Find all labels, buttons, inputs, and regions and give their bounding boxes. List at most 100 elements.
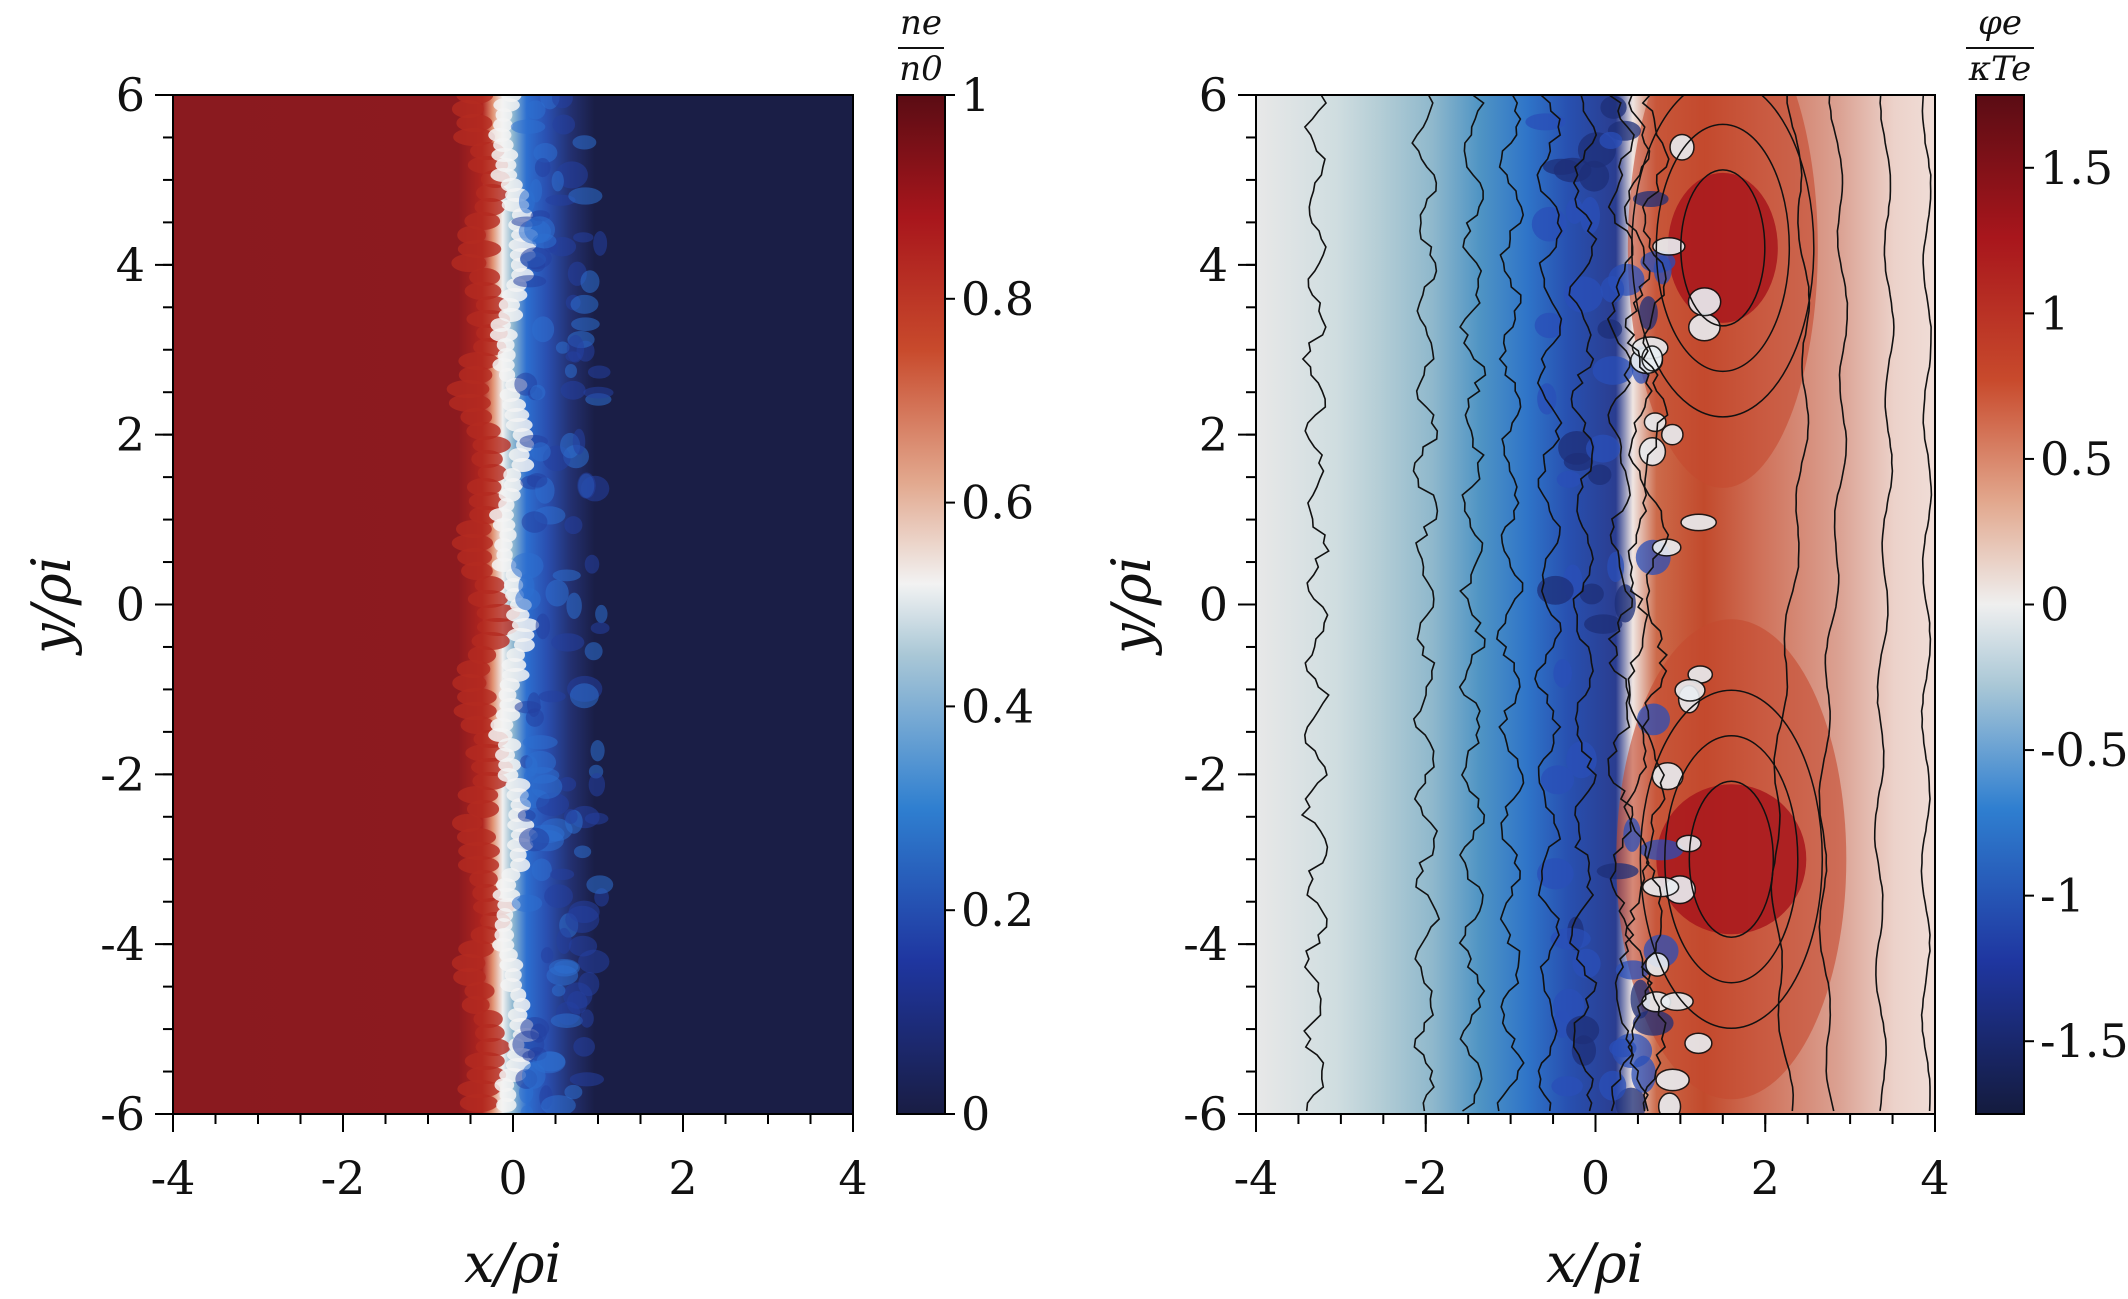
potential-xtick-label: 0	[1581, 1151, 1610, 1205]
potential-eddy	[1558, 431, 1596, 465]
density-eddy	[521, 511, 548, 533]
density-front-bump	[497, 768, 519, 782]
density-front-bump	[451, 534, 494, 552]
density-ytick-label: 4	[116, 238, 145, 292]
density-front-bump	[456, 114, 493, 132]
density-front-bump	[477, 464, 508, 482]
density-front-bump	[470, 926, 500, 944]
potential-ring	[1687, 287, 1722, 317]
density-xlabel: x/ρi	[464, 1232, 562, 1295]
density-front-bump	[466, 478, 502, 496]
density-eddy	[566, 334, 585, 363]
density-eddy	[525, 100, 546, 120]
density-front-bump	[458, 842, 501, 860]
density-eddy	[513, 275, 547, 288]
potential-eddy	[1531, 206, 1567, 242]
density-front-bump	[494, 918, 513, 932]
density-front-bump	[473, 1010, 503, 1028]
density-eddy	[566, 592, 582, 619]
density-cb-tick-label: 1	[961, 68, 990, 122]
density-eddy	[541, 1095, 576, 1114]
density-eddy	[534, 157, 551, 178]
density-colorbar: 0 0.2 0.4 0.6 0.8 1 ne n0	[896, 3, 1034, 1141]
density-front-bump	[464, 282, 502, 300]
potential-eddy	[1563, 276, 1603, 313]
density-front-bump	[493, 98, 520, 112]
potential-eddy	[1597, 319, 1623, 339]
density-eddy	[572, 428, 586, 455]
potential-lobe-contour	[1688, 780, 1775, 938]
density-eddy	[569, 1072, 605, 1087]
density-front-bump	[458, 352, 499, 370]
density-front-bump	[475, 296, 509, 314]
density-eddy	[518, 827, 550, 852]
density-eddy	[563, 809, 578, 824]
density-front-bump	[451, 254, 487, 272]
density-eddy	[570, 294, 599, 314]
potential-lobe-contour	[1680, 169, 1766, 327]
density-eddy	[564, 516, 583, 535]
density-eddy	[526, 473, 548, 488]
potential-eddy	[1534, 312, 1565, 339]
density-eddy	[565, 905, 600, 933]
density-front-bump	[451, 814, 483, 832]
density-front-bump	[446, 380, 490, 398]
potential-eddy	[1580, 196, 1601, 235]
potential-contour-line	[1873, 95, 1895, 1112]
potential-ring	[1652, 237, 1686, 256]
potential-xtick-label: 2	[1751, 1151, 1780, 1205]
density-xtick-label: -4	[151, 1151, 196, 1205]
density-eddy	[510, 119, 546, 134]
density-front-bump	[498, 758, 522, 772]
density-front-bump	[448, 394, 491, 412]
density-eddy	[578, 949, 610, 974]
density-eddy	[580, 1009, 594, 1028]
density-front-bump	[476, 618, 519, 636]
potential-contour-line	[1920, 95, 1933, 1112]
potential-eddy	[1637, 703, 1670, 736]
density-front-bump	[471, 632, 510, 650]
density-front-bump	[457, 548, 493, 566]
density-eddy	[564, 1084, 583, 1100]
potential-eddy	[1592, 356, 1634, 385]
density-eddy	[586, 875, 614, 894]
potential-eddy	[1632, 190, 1669, 208]
potential-contour-line	[1534, 95, 1563, 1112]
potential-cb-tick-label: -0.5	[2040, 723, 2128, 777]
density-front-bump	[491, 148, 519, 162]
density-eddy	[584, 812, 609, 825]
density-eddy	[577, 472, 596, 499]
potential-eddy	[1579, 583, 1604, 605]
potential-contour-line	[1568, 95, 1598, 1112]
density-eddy	[520, 247, 552, 270]
potential-ytick-label: -2	[1183, 747, 1228, 801]
density-ytick-label: 2	[116, 408, 145, 462]
density-ytick-label: 6	[116, 68, 145, 122]
potential-eddy	[1596, 863, 1639, 880]
potential-ring	[1674, 678, 1706, 702]
potential-eddy	[1540, 765, 1575, 795]
density-eddy	[535, 613, 551, 640]
density-eddy	[552, 569, 581, 582]
potential-colorbar-label-den: κTe	[1968, 49, 2031, 89]
density-eddy	[553, 960, 579, 974]
potential-contour-line	[1606, 95, 1635, 1112]
density-front-bump	[451, 954, 486, 972]
potential-cb-tick-label: -1.5	[2040, 1014, 2128, 1068]
potential-ytick-label: 6	[1199, 68, 1228, 122]
density-front-bump	[453, 702, 497, 720]
potential-eddy	[1556, 470, 1582, 488]
density-eddy	[550, 1013, 583, 1028]
density-eddy	[578, 971, 600, 997]
density-eddy	[536, 1051, 566, 1072]
potential-xtick-label: -4	[1234, 1151, 1279, 1205]
density-eddy	[527, 692, 541, 717]
potential-eddy	[1551, 1076, 1583, 1097]
density-ylabel: y/ρi	[20, 556, 83, 656]
density-eddy	[533, 143, 558, 163]
potential-lobe-contour	[1655, 123, 1791, 373]
density-front-bump	[474, 576, 505, 594]
density-ytick-label: -6	[100, 1087, 145, 1141]
density-front-bump	[460, 408, 493, 426]
density-ytick-label: -4	[100, 917, 145, 971]
